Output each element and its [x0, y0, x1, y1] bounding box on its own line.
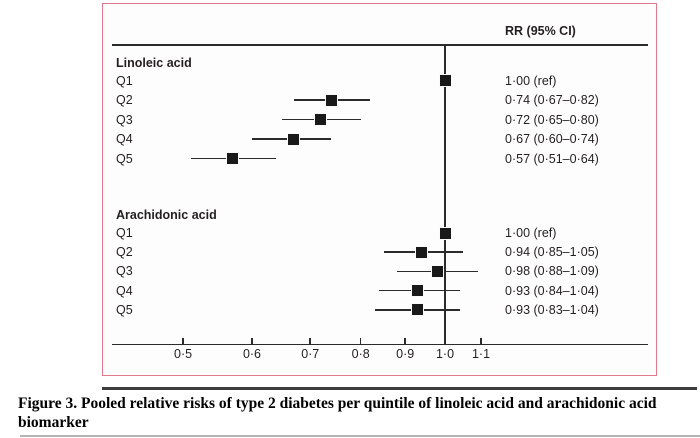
point-estimate-marker [438, 74, 452, 87]
rr-column-header: RR (95% CI) [505, 24, 576, 38]
point-estimate-marker [411, 303, 425, 317]
page-rule [20, 435, 700, 437]
point-estimate-marker [287, 132, 301, 146]
figure-caption-line2: biomarker [18, 414, 89, 431]
row-quintile-label: Q3 [116, 112, 133, 127]
rr-ci-text: 0·98 (0·88–1·09) [505, 264, 599, 279]
row-quintile-label: Q2 [116, 245, 133, 260]
rr-ci-text: 0·93 (0·84–1·04) [505, 283, 599, 298]
group-label: Arachidonic acid [116, 208, 217, 222]
point-estimate-marker [324, 93, 338, 107]
figure-caption: Figure 3. Pooled relative risks of type … [18, 394, 698, 432]
row-quintile-label: Q2 [116, 93, 133, 107]
x-axis-tick-label: 1·1 [471, 347, 491, 361]
x-axis-tick [182, 338, 184, 344]
x-axis-tick-label: 1·0 [435, 347, 455, 361]
point-estimate-marker [411, 284, 425, 298]
x-axis-tick-label: 0·7 [301, 347, 320, 361]
rr-ci-text: 1·00 (ref) [505, 73, 557, 88]
reference-line [444, 45, 446, 344]
x-axis-tick-label: 0·8 [351, 347, 370, 361]
x-axis-tick [309, 338, 311, 344]
row-quintile-label: Q3 [116, 264, 133, 279]
row-quintile-label: Q1 [116, 226, 133, 240]
x-axis-tick [251, 338, 253, 344]
row-quintile-label: Q4 [116, 132, 133, 146]
x-axis-tick-label: 0·5 [174, 347, 193, 361]
x-axis-line [112, 343, 648, 346]
x-axis-tick [480, 338, 482, 344]
row-quintile-label: Q5 [116, 151, 133, 166]
x-axis-tick [359, 338, 362, 344]
figure-caption-divider [102, 387, 697, 390]
rr-ci-text: 0·93 (0·83–1·04) [505, 302, 599, 317]
row-quintile-label: Q1 [116, 73, 133, 88]
rr-ci-text: 0·74 (0·67–0·82) [505, 93, 599, 107]
point-estimate-marker [438, 226, 452, 240]
rr-ci-text: 0·57 (0·51–0·64) [505, 151, 599, 166]
point-estimate-marker [415, 245, 429, 259]
x-axis-tick-label: 0·9 [396, 347, 415, 361]
group-label: Linoleic acid [116, 56, 192, 70]
rr-ci-text: 0·67 (0·60–0·74) [505, 132, 599, 146]
point-estimate-marker [226, 152, 240, 165]
row-quintile-label: Q4 [116, 283, 133, 298]
row-quintile-label: Q5 [116, 302, 133, 317]
rr-ci-text: 0·94 (0·85–1·05) [505, 245, 599, 260]
rr-ci-text: 1·00 (ref) [505, 226, 557, 240]
figure-caption-line1: Figure 3. Pooled relative risks of type … [18, 395, 657, 412]
rr-ci-text: 0·72 (0·65–0·80) [505, 112, 599, 127]
header-rule [112, 44, 648, 46]
x-axis-tick [404, 338, 406, 344]
point-estimate-marker [430, 264, 444, 278]
point-estimate-marker [314, 113, 328, 126]
forest-plot-panel [102, 3, 657, 376]
x-axis-tick-label: 0·6 [242, 347, 262, 361]
x-axis-tick [444, 338, 446, 344]
